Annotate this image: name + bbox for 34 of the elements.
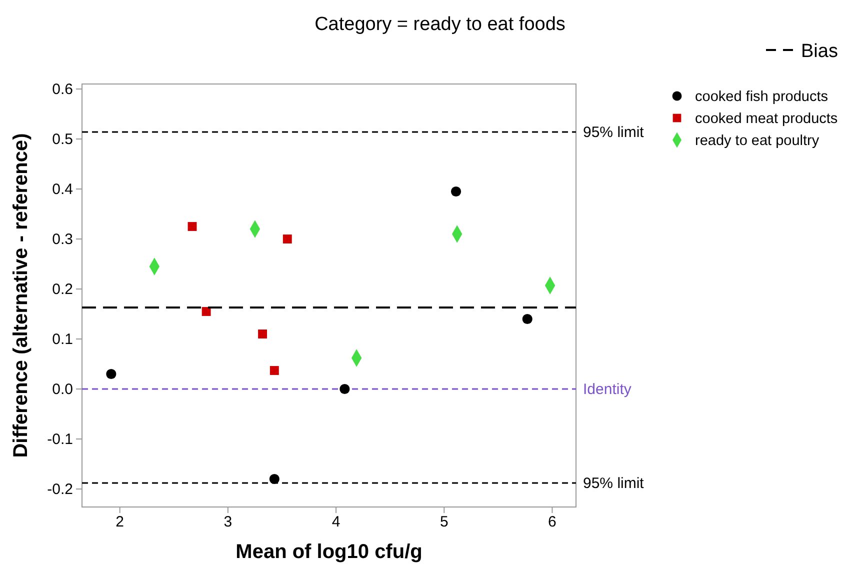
legend-label: Bias — [801, 41, 838, 62]
point — [282, 234, 292, 244]
point — [340, 384, 350, 394]
point — [269, 474, 280, 484]
point — [450, 186, 462, 197]
y-tick-label: 0.0 — [52, 380, 73, 398]
y-tick-label: -0.2 — [47, 480, 73, 498]
y-tick-label: -0.1 — [47, 430, 73, 448]
x-tick-label: 6 — [548, 514, 556, 531]
point — [188, 222, 197, 231]
y-axis-title: Difference (alternative - reference) — [10, 133, 32, 458]
x-tick-label: 2 — [116, 514, 124, 531]
ref-line-label: Identity — [583, 381, 632, 398]
x-axis-title: Mean of log10 cfu/g — [236, 541, 422, 563]
y-tick-label: 0.2 — [52, 280, 73, 298]
legend-label: cooked fish products — [695, 89, 828, 105]
ref-line-label: 95% limit — [583, 124, 645, 141]
legend-label: ready to eat poultry — [695, 133, 820, 149]
point — [270, 366, 279, 375]
point — [522, 314, 532, 324]
x-tick-label: 3 — [224, 514, 232, 531]
y-tick-label: 0.6 — [52, 80, 73, 98]
y-tick-label: 0.5 — [52, 130, 73, 148]
legend-label: cooked meat products — [695, 111, 838, 127]
point — [106, 368, 116, 380]
point — [202, 307, 211, 316]
y-tick-label: 0.4 — [52, 180, 73, 198]
chart-title: Category = ready to eat foods — [314, 14, 566, 35]
y-tick-label: 0.3 — [52, 230, 73, 248]
point — [258, 330, 267, 338]
x-tick-label: 5 — [440, 514, 448, 531]
y-tick-label: 0.1 — [52, 330, 73, 348]
ref-line-label: 95% limit — [583, 475, 645, 492]
x-tick-label: 4 — [332, 514, 340, 531]
